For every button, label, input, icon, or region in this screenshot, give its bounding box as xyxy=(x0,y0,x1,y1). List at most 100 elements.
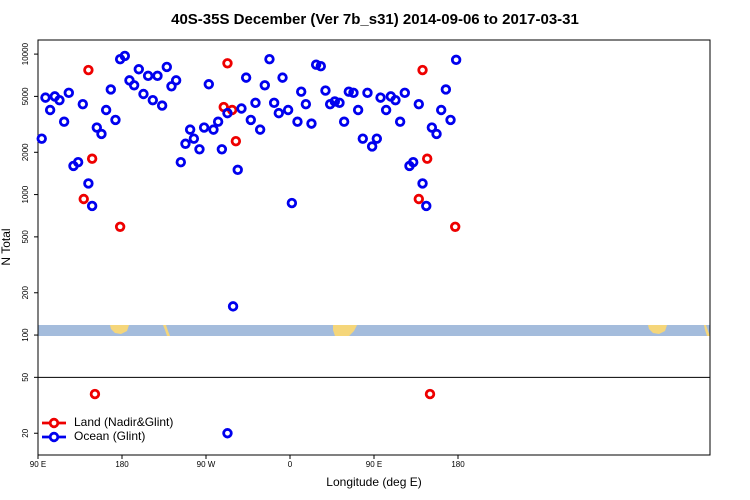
point xyxy=(426,122,438,133)
point xyxy=(114,221,126,232)
point xyxy=(334,97,345,109)
point xyxy=(296,86,307,97)
point xyxy=(54,94,65,106)
point xyxy=(222,428,233,439)
point xyxy=(72,157,84,168)
point xyxy=(89,388,101,400)
point xyxy=(184,124,196,135)
y-tick-label: 200 xyxy=(21,286,30,300)
point xyxy=(133,64,144,75)
point xyxy=(227,301,239,312)
x-tick-label: 90 E xyxy=(30,460,46,469)
point xyxy=(100,104,112,116)
point xyxy=(230,135,242,147)
point xyxy=(399,87,410,99)
point xyxy=(44,104,56,116)
point xyxy=(371,133,382,144)
point xyxy=(413,98,424,110)
point xyxy=(390,94,401,106)
point xyxy=(254,124,266,135)
point xyxy=(188,133,200,144)
point xyxy=(343,86,354,97)
point xyxy=(450,54,462,66)
point xyxy=(310,59,322,70)
point xyxy=(152,70,163,82)
x-tick-label: 90 W xyxy=(197,460,216,469)
point xyxy=(77,98,88,110)
point xyxy=(147,94,158,106)
point xyxy=(83,178,94,189)
map-strip xyxy=(38,325,710,336)
point xyxy=(431,128,442,140)
point xyxy=(128,80,140,91)
y-tick-label: 100 xyxy=(21,328,30,342)
point xyxy=(86,200,98,212)
point xyxy=(203,79,214,90)
point xyxy=(83,64,94,76)
point xyxy=(105,84,116,95)
point xyxy=(306,118,317,129)
x-axis-label: Longitude (deg E) xyxy=(326,475,421,489)
point xyxy=(375,92,386,103)
point xyxy=(440,84,452,95)
point xyxy=(212,116,224,127)
point xyxy=(40,92,51,103)
y-tick-label: 50 xyxy=(21,372,30,381)
point xyxy=(315,61,326,72)
point xyxy=(58,116,70,127)
point xyxy=(142,70,154,82)
point xyxy=(421,200,432,212)
point xyxy=(273,107,284,119)
point xyxy=(282,104,294,116)
y-tick-label: 2000 xyxy=(21,143,30,161)
point xyxy=(138,88,149,100)
point xyxy=(286,197,298,209)
point xyxy=(422,153,433,164)
legend-label: Ocean (Glint) xyxy=(74,429,145,443)
point xyxy=(445,114,456,126)
point xyxy=(194,144,205,155)
point xyxy=(348,87,359,99)
point xyxy=(78,193,89,205)
point xyxy=(63,87,74,99)
point xyxy=(268,97,280,109)
point xyxy=(413,193,424,205)
point xyxy=(357,133,368,144)
point xyxy=(380,104,392,116)
y-tick-label: 10000 xyxy=(21,42,30,65)
point xyxy=(180,138,191,149)
point xyxy=(208,124,219,135)
point xyxy=(36,133,47,144)
y-axis-label: N Total xyxy=(0,228,13,265)
y-tick-label: 20 xyxy=(21,428,30,437)
point xyxy=(352,104,364,116)
legend-marker xyxy=(48,431,60,443)
point xyxy=(245,114,256,126)
point xyxy=(216,144,228,155)
x-tick-label: 0 xyxy=(288,460,293,469)
y-tick-label: 5000 xyxy=(21,87,30,105)
point xyxy=(417,64,428,76)
point xyxy=(292,116,303,127)
point xyxy=(436,104,447,116)
point xyxy=(259,80,270,91)
point xyxy=(300,98,312,110)
legend-marker xyxy=(48,417,60,429)
point xyxy=(161,61,172,73)
point xyxy=(329,96,340,107)
point xyxy=(110,114,121,126)
point xyxy=(222,58,233,69)
plot-frame xyxy=(37,39,711,456)
point xyxy=(394,116,406,127)
point xyxy=(320,85,331,96)
point xyxy=(156,100,168,111)
point xyxy=(119,50,130,62)
point xyxy=(91,122,102,133)
point xyxy=(277,72,288,83)
point xyxy=(86,153,98,164)
point xyxy=(450,221,461,232)
point xyxy=(424,388,436,400)
x-tick-label: 180 xyxy=(451,460,465,469)
point xyxy=(198,122,210,133)
